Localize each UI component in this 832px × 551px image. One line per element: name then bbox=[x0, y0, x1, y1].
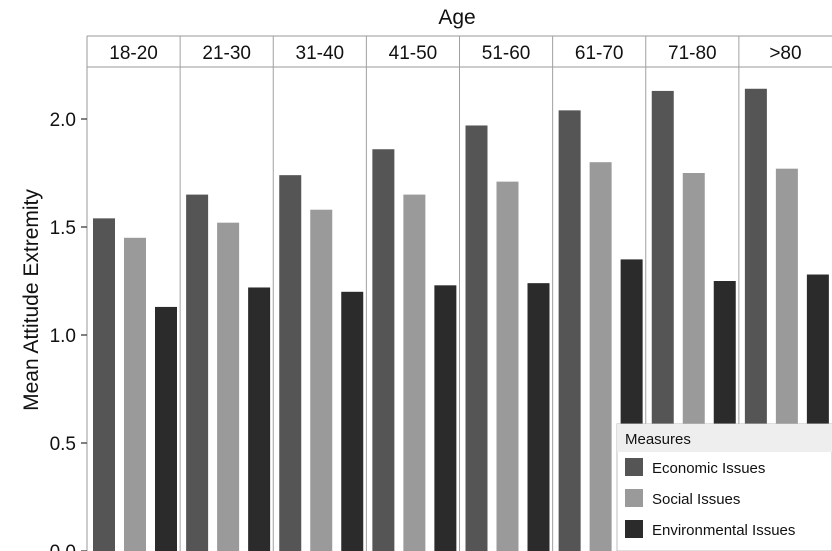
bar-social-issues bbox=[589, 162, 612, 551]
bar-economic-issues bbox=[372, 149, 395, 551]
facet-label: 21-30 bbox=[202, 43, 251, 64]
bar-environmental-issues bbox=[434, 285, 457, 551]
bar-social-issues bbox=[496, 181, 519, 551]
bar-environmental-issues bbox=[527, 283, 550, 551]
legend-swatch bbox=[625, 520, 643, 538]
y-tick-label: 1.0 bbox=[50, 326, 76, 347]
bar-social-issues bbox=[403, 194, 426, 551]
legend-title: Measures bbox=[625, 431, 691, 448]
bar-social-issues bbox=[310, 209, 333, 551]
legend-items: Economic Issues Social Issues Environmenta… bbox=[625, 458, 795, 539]
legend-label: Economic Issues bbox=[652, 460, 765, 477]
bar-economic-issues bbox=[93, 218, 115, 551]
facet-label: 61-70 bbox=[575, 43, 624, 64]
y-axis: 0.0 0.5 1.0 1.5 2.0 bbox=[50, 36, 88, 551]
facet-label: >80 bbox=[769, 43, 801, 64]
y-tick-label: 0.5 bbox=[50, 434, 76, 455]
bar-economic-issues bbox=[279, 175, 302, 551]
facet-label: 41-50 bbox=[389, 43, 438, 64]
chart-title: Age bbox=[438, 6, 475, 29]
bar-economic-issues bbox=[558, 110, 581, 551]
legend-label: Environmental Issues bbox=[652, 522, 795, 539]
bar-economic-issues bbox=[186, 194, 209, 551]
y-tick-label: 1.5 bbox=[50, 218, 76, 239]
y-axis-title: Mean Attitude Extremity bbox=[20, 189, 43, 411]
bar-economic-issues bbox=[465, 125, 488, 551]
bar-environmental-issues bbox=[248, 287, 271, 551]
facet-label: 71-80 bbox=[668, 43, 717, 64]
legend-swatch bbox=[625, 489, 643, 507]
legend-swatch bbox=[625, 458, 643, 476]
facet-label: 51-60 bbox=[482, 43, 531, 64]
facet-label: 31-40 bbox=[296, 43, 345, 64]
legend-label: Social Issues bbox=[652, 491, 740, 508]
legend-title-band bbox=[617, 424, 832, 452]
y-tick-label: 2.0 bbox=[50, 110, 76, 131]
bar-environmental-issues bbox=[155, 306, 177, 551]
bar-environmental-issues bbox=[341, 291, 364, 551]
facet-header: 18-20 21-30 31-40 41-50 51-60 61-70 71-80 >80 bbox=[87, 35, 832, 68]
y-tick-label: 0.0 bbox=[50, 542, 76, 551]
bar-social-issues bbox=[124, 237, 146, 551]
legend: Measures Economic Issues Social Issues Env… bbox=[616, 423, 832, 551]
facet-label: 18-20 bbox=[109, 43, 158, 64]
bar-social-issues bbox=[217, 222, 240, 551]
